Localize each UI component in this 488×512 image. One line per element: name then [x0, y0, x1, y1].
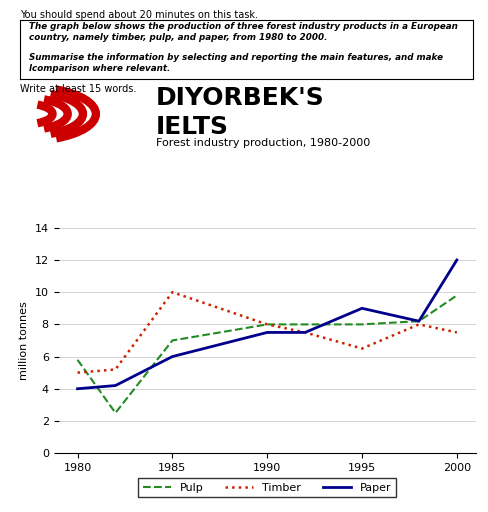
Timber	[454, 329, 460, 335]
Pulp	[454, 292, 460, 298]
Timber	[416, 322, 422, 328]
Line: Paper: Paper	[78, 260, 457, 389]
Pulp	[302, 322, 308, 328]
Paper	[169, 353, 175, 359]
Paper	[75, 386, 81, 392]
Text: IELTS: IELTS	[156, 115, 229, 139]
Paper	[302, 329, 308, 335]
Text: Write at least 15 words.: Write at least 15 words.	[20, 84, 136, 94]
Paper	[416, 318, 422, 324]
Line: Pulp: Pulp	[78, 295, 457, 413]
Paper	[264, 329, 270, 335]
Y-axis label: million tonnes: million tonnes	[19, 301, 29, 380]
Pulp	[359, 322, 365, 328]
Timber	[113, 367, 119, 373]
Pulp	[113, 410, 119, 416]
Pulp	[169, 337, 175, 344]
Timber	[264, 322, 270, 328]
Paper	[454, 257, 460, 263]
Pulp	[264, 322, 270, 328]
Text: Summarise the information by selecting and reporting the main features, and make: Summarise the information by selecting a…	[29, 53, 443, 73]
Pulp	[75, 357, 81, 363]
Text: Forest industry production, 1980-2000: Forest industry production, 1980-2000	[156, 138, 370, 148]
Timber	[359, 346, 365, 352]
Text: You should spend about 20 minutes on this task.: You should spend about 20 minutes on thi…	[20, 10, 258, 20]
Text: The graph below shows the production of three forest industry products in a Euro: The graph below shows the production of …	[29, 22, 457, 41]
Legend: Pulp, Timber, Paper: Pulp, Timber, Paper	[139, 478, 396, 497]
Paper	[359, 305, 365, 311]
Timber	[302, 329, 308, 335]
Text: DIYORBEK'S: DIYORBEK'S	[156, 86, 325, 110]
Timber	[169, 289, 175, 295]
Paper	[113, 382, 119, 389]
Pulp	[416, 318, 422, 324]
Line: Timber: Timber	[78, 292, 457, 373]
Timber	[75, 370, 81, 376]
